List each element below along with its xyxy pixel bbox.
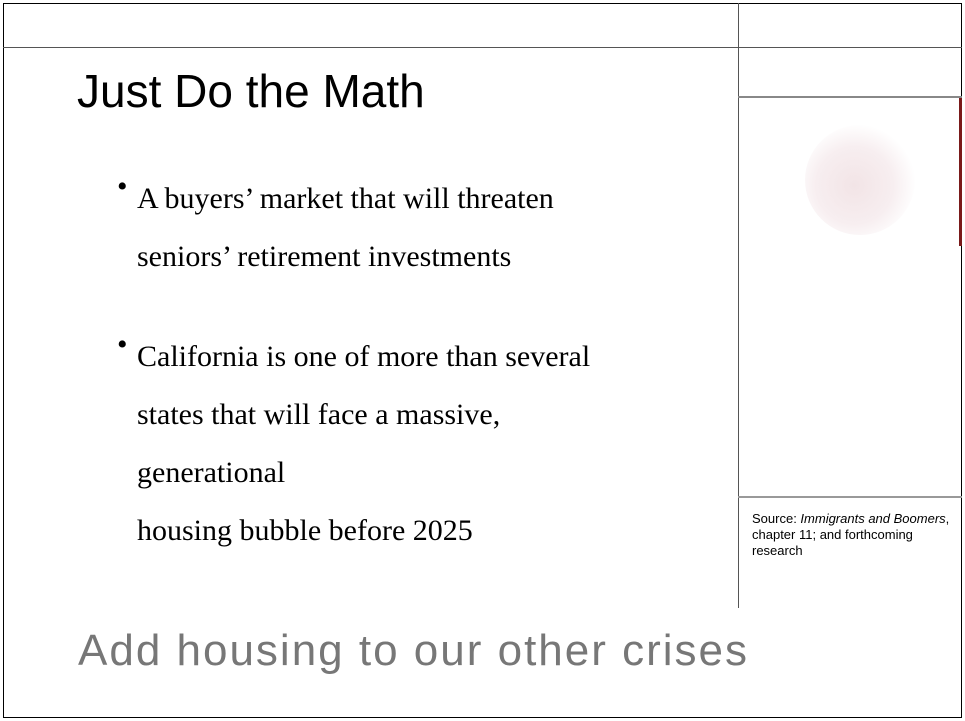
slide-frame [3,3,962,718]
bullet-line: California is one of more than several [137,340,591,373]
bullet: A buyers’ market that will threaten senio… [117,170,590,286]
footer: Add housing to our other crises [78,626,750,675]
bullet-line: A buyers’ market that will threaten [137,182,554,215]
decoration [959,98,962,246]
divider [738,3,739,608]
bullet-line: states that will face a massive, [137,398,501,431]
source-suffix: , chapter 11; and forthcoming research [752,511,950,558]
source-note: Source: Immigrants and Boomers, chapter … [752,511,952,559]
divider [738,96,962,98]
bullet-line: seniors’ retirement investments [137,240,512,273]
piggy-bank-image [805,125,915,235]
divider [738,496,962,498]
bullet-list: A buyers’ market that will threaten senio… [117,170,590,602]
divider [3,47,962,48]
source-book: Immigrants and Boomers [800,511,946,526]
slide-title: Just Do the Math [77,65,425,117]
bullet-line: housing bubble before 2025 [137,514,473,547]
bullet: California is one of more than several st… [117,328,590,560]
bullet-line: generational [137,456,286,489]
source-prefix: Source: [752,511,801,526]
